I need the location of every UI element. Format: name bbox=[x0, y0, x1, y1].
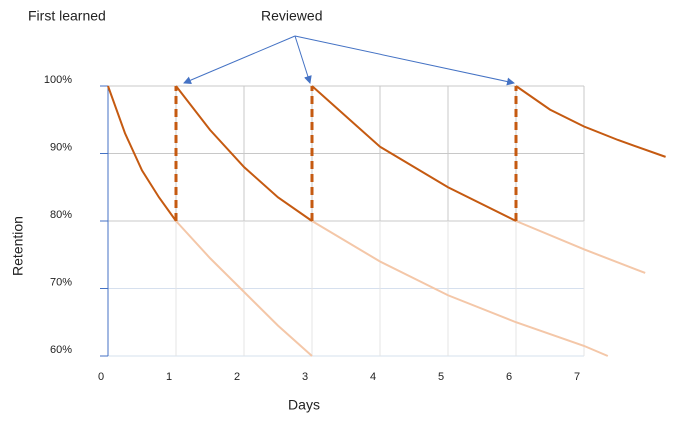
retention-curve bbox=[515, 85, 666, 158]
y-tick-label: 100% bbox=[44, 74, 72, 86]
annotation: Reviewed bbox=[261, 8, 322, 24]
retention-curve bbox=[175, 85, 313, 222]
y-tick-label: 70% bbox=[50, 276, 72, 288]
x-tick-label: 7 bbox=[574, 371, 580, 383]
retention-curve bbox=[107, 85, 177, 222]
y-tick-label: 80% bbox=[50, 209, 72, 221]
x-tick-label: 3 bbox=[302, 371, 308, 383]
arrow bbox=[294, 35, 312, 84]
annotation: First learned bbox=[28, 8, 106, 24]
arrow bbox=[294, 35, 515, 86]
x-tick-label: 6 bbox=[506, 371, 512, 383]
arrow bbox=[183, 35, 296, 84]
y-tick-label: 60% bbox=[50, 344, 72, 356]
grid bbox=[100, 85, 585, 357]
retention-curve bbox=[175, 220, 313, 357]
retention-curve bbox=[311, 85, 517, 222]
retention-curve bbox=[515, 220, 646, 274]
x-tick-label: 5 bbox=[438, 371, 444, 383]
y-tick-label: 90% bbox=[50, 141, 72, 153]
x-tick-label: 2 bbox=[234, 371, 240, 383]
x-axis-label: Days bbox=[288, 397, 320, 413]
plot bbox=[107, 85, 666, 357]
x-tick-label: 4 bbox=[370, 371, 376, 383]
retention-curve bbox=[311, 220, 609, 357]
x-tick-label: 1 bbox=[166, 371, 172, 383]
x-tick-label: 0 bbox=[98, 371, 104, 383]
y-axis-label: Retention bbox=[10, 216, 26, 276]
